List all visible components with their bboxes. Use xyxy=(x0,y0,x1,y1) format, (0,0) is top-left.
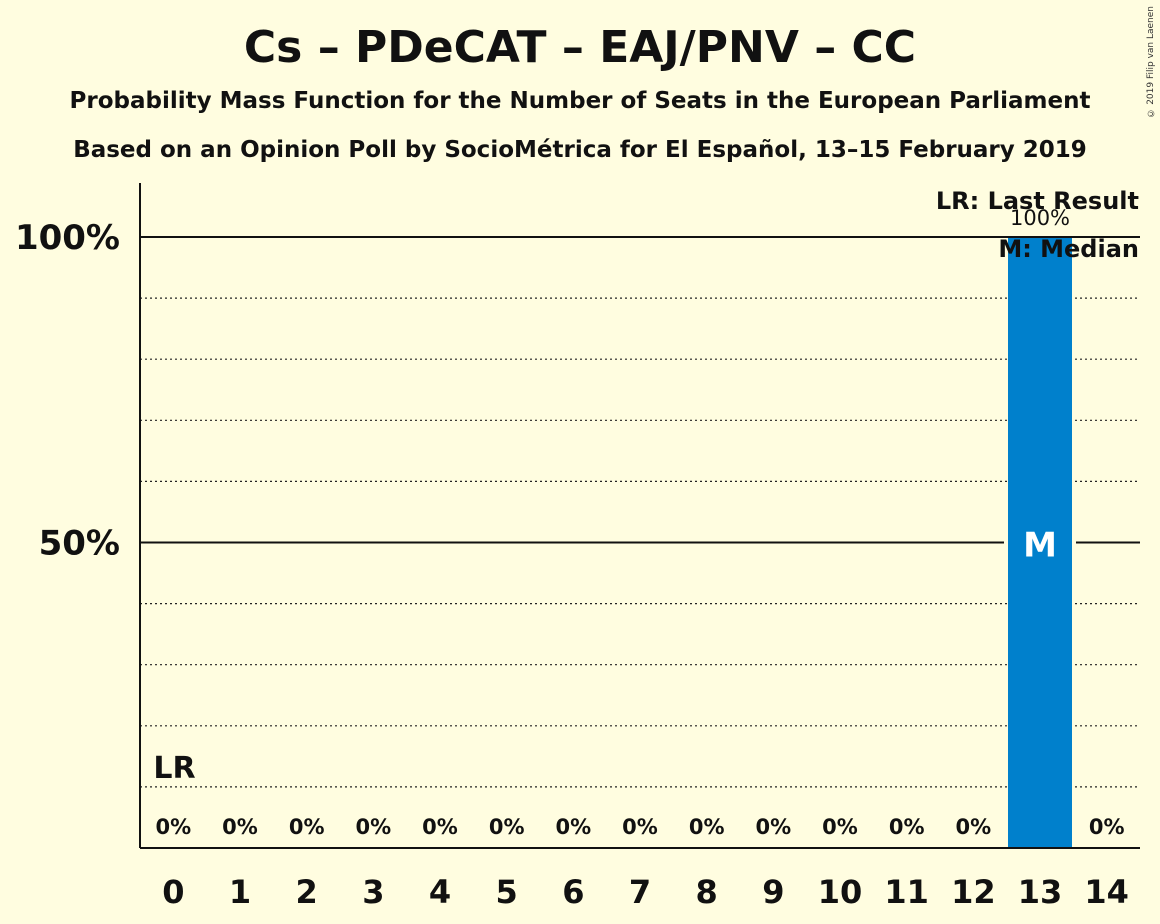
legend-last-result: LR: Last Result xyxy=(936,187,1139,215)
x-tick-label: 0 xyxy=(162,873,184,911)
x-tick-label: 7 xyxy=(629,873,651,911)
value-label: 0% xyxy=(422,815,458,839)
x-tick-label: 2 xyxy=(296,873,318,911)
y-tick-label: 50% xyxy=(39,524,120,564)
value-label: 100% xyxy=(1010,206,1070,230)
value-label: 0% xyxy=(889,815,925,839)
value-label: 0% xyxy=(556,815,592,839)
value-label: 0% xyxy=(156,815,192,839)
x-tick-label: 8 xyxy=(696,873,718,911)
value-label: 0% xyxy=(1089,815,1125,839)
chart-subtitle-2: Based on an Opinion Poll by SocioMétrica… xyxy=(73,137,1087,163)
value-label: 0% xyxy=(622,815,658,839)
value-label: 0% xyxy=(956,815,992,839)
value-label: 0% xyxy=(289,815,325,839)
y-tick-label: 100% xyxy=(15,218,120,258)
value-label: 0% xyxy=(489,815,525,839)
x-tick-label: 3 xyxy=(362,873,384,911)
median-marker: M xyxy=(1023,526,1057,566)
x-tick-label: 13 xyxy=(1018,873,1063,911)
legend-median: M: Median xyxy=(998,235,1139,263)
x-tick-label: 12 xyxy=(951,873,996,911)
chart-title: Cs – PDeCAT – EAJ/PNV – CC xyxy=(243,22,917,73)
x-tick-label: 11 xyxy=(884,873,929,911)
x-tick-label: 6 xyxy=(562,873,584,911)
x-tick-label: 10 xyxy=(818,873,863,911)
x-tick-label: 14 xyxy=(1084,873,1129,911)
value-label: 0% xyxy=(222,815,258,839)
chart-subtitle-1: Probability Mass Function for the Number… xyxy=(69,88,1091,114)
last-result-marker: LR xyxy=(153,751,195,786)
x-tick-label: 5 xyxy=(496,873,518,911)
value-label: 0% xyxy=(356,815,392,839)
x-tick-label: 4 xyxy=(429,873,451,911)
x-tick-label: 9 xyxy=(762,873,784,911)
value-label: 0% xyxy=(822,815,858,839)
bar-seats-13 xyxy=(1008,237,1072,848)
value-label: 0% xyxy=(756,815,792,839)
x-tick-label: 1 xyxy=(229,873,251,911)
value-label: 0% xyxy=(689,815,725,839)
